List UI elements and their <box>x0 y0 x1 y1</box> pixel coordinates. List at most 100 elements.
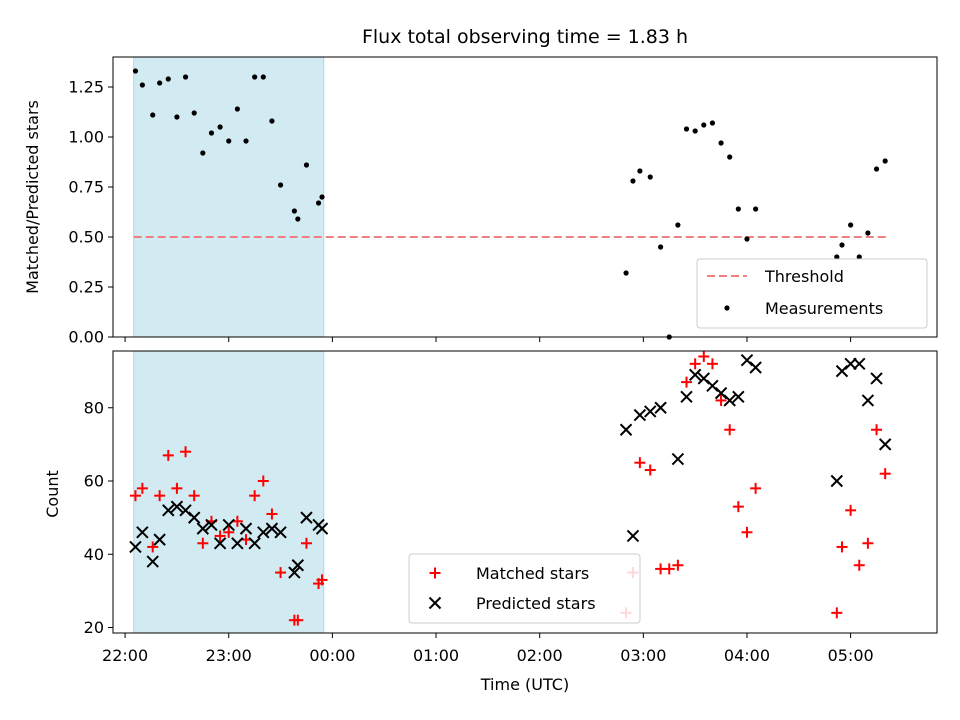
predicted-star-point-27-b <box>654 401 667 414</box>
x-tick-label-7: 05:00 <box>828 646 874 665</box>
predicted-star-point-11-b <box>222 518 235 532</box>
predicted-star-point-17 <box>274 526 287 539</box>
matched-star-point-11 <box>223 526 235 538</box>
observing-window-shade-top <box>133 56 325 338</box>
ratio-y-ticks: 0.00 0.25 0.50 0.75 1.00 1.25 <box>68 78 113 347</box>
measurement-point-2 <box>150 112 156 118</box>
predicted-star-point-24-b <box>626 529 640 543</box>
predicted-star-point-20-b <box>300 511 313 524</box>
matched-star-point-0 <box>129 490 141 502</box>
x-tick-label-6: 04:00 <box>724 646 770 665</box>
measurement-point-42 <box>856 254 862 260</box>
measurement-point-16 <box>269 118 275 124</box>
count-panel: 20 40 60 80 22:00 23:00 00:00 01:00 02:00 03:00 0… <box>43 350 938 694</box>
predicted-star-point-37-b <box>749 361 762 374</box>
predicted-star-point-17-b <box>274 526 287 539</box>
predicted-star-point-31-b <box>697 372 710 385</box>
matched-star-point-16 <box>266 508 278 520</box>
predicted-star-point-7 <box>187 511 201 524</box>
matched-star-point-19 <box>292 614 304 626</box>
count-y-tick-label-0: 20 <box>84 618 104 637</box>
predicted-star-point-10-b <box>213 537 227 550</box>
measurement-point-24 <box>630 178 636 184</box>
measurement-point-4 <box>165 76 171 82</box>
predicted-star-point-44 <box>878 438 892 451</box>
predicted-star-point-13 <box>239 522 253 535</box>
matched-star-point-34 <box>715 394 727 406</box>
predicted-star-point-30 <box>688 368 702 382</box>
measurement-point-0 <box>132 68 139 74</box>
measurement-point-27 <box>658 244 664 250</box>
ratio-y-tick-label-0: 0.00 <box>68 328 104 347</box>
predicted-star-point-8-b <box>196 522 210 535</box>
measurement-point-43 <box>865 230 871 236</box>
matched-star-point-15 <box>257 475 269 487</box>
matched-star-point-43 <box>862 537 874 549</box>
predicted-star-point-15 <box>257 526 270 539</box>
chart-title: Flux total observing time = 1.83 h <box>362 26 688 48</box>
measurement-point-40 <box>839 242 845 248</box>
predicted-star-point-11 <box>222 518 235 532</box>
matched-star-point-1 <box>136 482 148 494</box>
measurement-point-13 <box>243 138 249 144</box>
measurement-points <box>132 68 888 340</box>
predicted-star-point-23-b <box>619 423 633 436</box>
predicted-star-point-44-b <box>878 438 892 451</box>
ratio-legend: Threshold Measurements <box>696 258 928 329</box>
predicted-star-point-15-b <box>257 526 270 539</box>
x-tick-label-5: 03:00 <box>620 646 666 665</box>
measurement-point-17 <box>277 182 284 188</box>
matched-star-point-7 <box>188 490 200 502</box>
x-tick-label-2: 00:00 <box>309 646 355 665</box>
predicted-star-point-16-b <box>265 522 279 535</box>
predicted-star-point-30-b <box>688 368 702 382</box>
predicted-star-point-20 <box>300 511 313 524</box>
predicted-star-point-25-b <box>633 408 647 422</box>
predicted-star-point-29 <box>680 390 693 403</box>
measurement-point-41 <box>848 222 854 228</box>
predicted-star-point-6-b <box>179 504 192 517</box>
measurement-point-34 <box>718 140 724 146</box>
x-tick-label-0: 22:00 <box>102 646 148 665</box>
predicted-star-point-43-b <box>870 372 883 385</box>
measurement-point-5 <box>174 114 180 120</box>
legend-matched-label: Matched stars <box>476 564 589 583</box>
measurement-point-39 <box>834 254 840 260</box>
measurement-point-31 <box>692 128 698 134</box>
predicted-star-point-22-b <box>315 522 329 535</box>
legend-threshold-label: Threshold <box>764 267 844 286</box>
measurement-point-12 <box>234 106 240 112</box>
matched-star-point-36 <box>732 501 744 513</box>
matched-star-point-39 <box>831 607 843 619</box>
x-tick-label-4: 02:00 <box>517 646 563 665</box>
ratio-x-ticks <box>124 337 852 342</box>
measurement-point-9 <box>208 130 215 136</box>
ratio-panel: 0.00 0.25 0.50 0.75 1.00 1.25 Matched/Predict… <box>23 56 938 347</box>
predicted-star-point-36-b <box>740 353 754 367</box>
legend-measurements-swatch <box>724 305 730 311</box>
measurement-point-23 <box>623 270 629 276</box>
predicted-star-point-26 <box>644 405 657 418</box>
count-legend: Matched stars Predicted stars <box>408 553 641 624</box>
predicted-star-point-22 <box>315 522 329 535</box>
predicted-star-point-24 <box>626 529 640 543</box>
predicted-star-point-19-b <box>291 559 305 572</box>
count-y-tick-label-2: 60 <box>84 472 104 491</box>
matched-star-point-37 <box>741 526 753 538</box>
measurement-point-26 <box>647 174 653 180</box>
predicted-star-point-38 <box>830 474 844 488</box>
measurement-point-6 <box>182 74 189 80</box>
observing-window-shade-bottom <box>133 350 325 634</box>
shaded-span-rect-bottom <box>133 350 325 634</box>
ratio-plot-frame <box>112 56 938 338</box>
count-plot-frame <box>112 350 938 634</box>
matched-star-point-6 <box>180 446 192 458</box>
matched-star-point-45 <box>879 468 891 480</box>
x-tick-label-1: 23:00 <box>206 646 252 665</box>
measurement-point-18 <box>291 208 297 214</box>
shaded-span-rect <box>133 56 325 338</box>
measurement-point-15 <box>260 74 266 80</box>
measurement-point-37 <box>744 236 750 242</box>
predicted-star-point-2-b <box>146 555 159 568</box>
predicted-star-point-5 <box>170 500 184 513</box>
